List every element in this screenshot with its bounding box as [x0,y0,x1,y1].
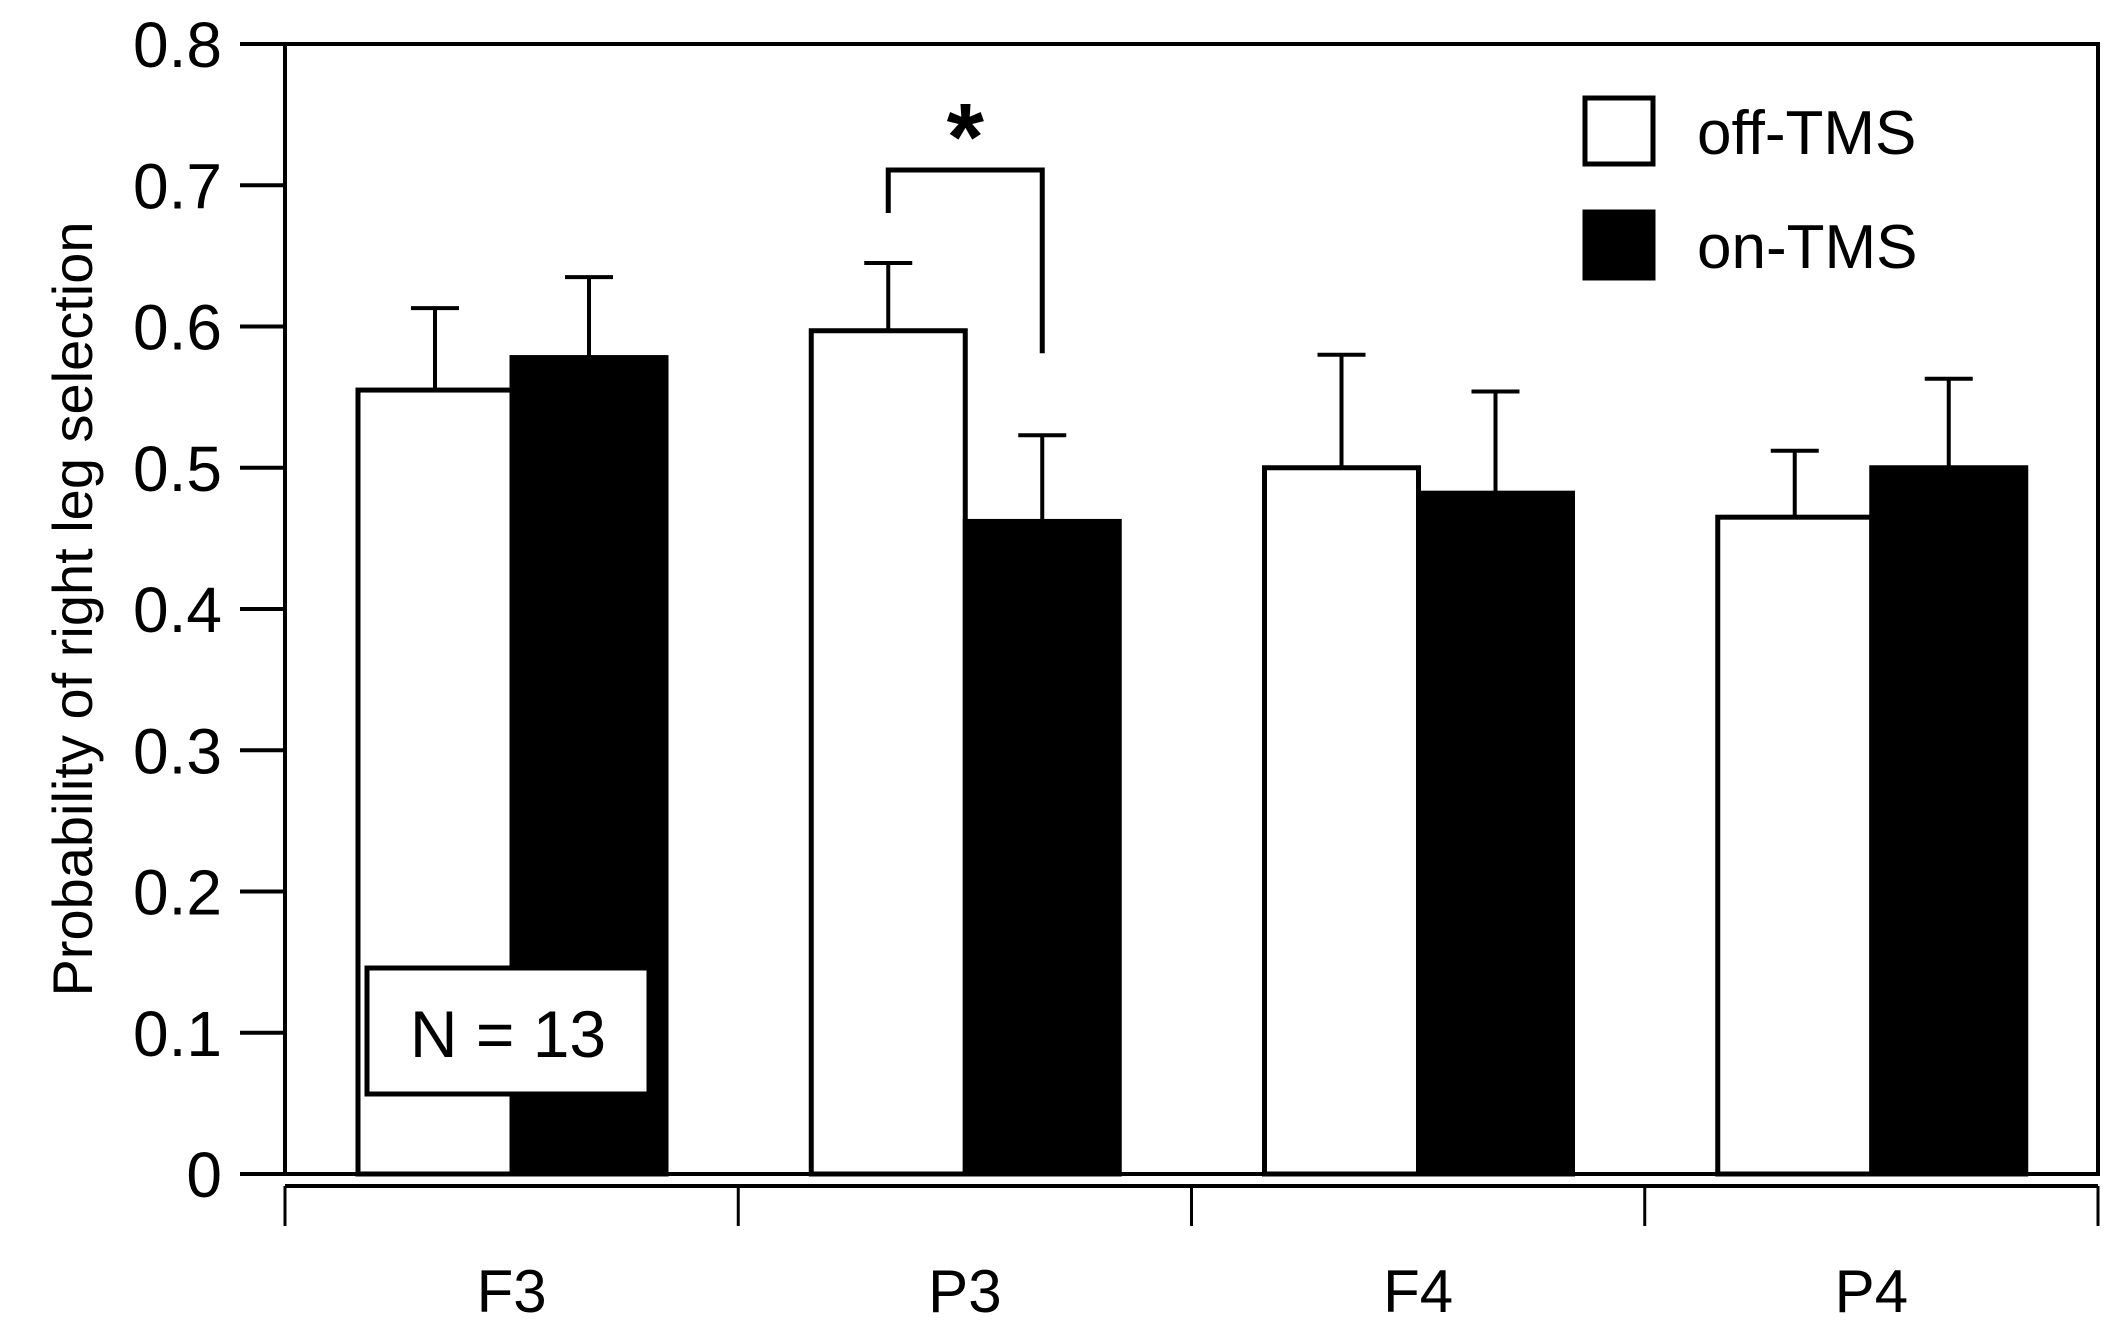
bar-on-tms [962,518,1122,1177]
bar-off-tms [1262,465,1421,1177]
y-tick-label: 0.3 [133,715,222,787]
x-tick-label: P4 [1835,1258,1908,1325]
legend-label-on-tms: on-TMS [1697,213,1917,282]
y-tick-label: 0.7 [133,150,222,222]
x-tick-label: F3 [477,1258,547,1325]
y-tick-label: 0.5 [133,433,222,505]
bar-off-tms [1715,514,1875,1177]
bar-on-tms [1416,490,1575,1177]
annotations: N = 13 * [364,84,1045,1097]
legend-swatch-off-tms [1582,95,1656,167]
x-axis: F3 P3 F4 P4 [283,1184,2100,1325]
y-tick-label: 0 [186,1139,222,1211]
error-bars [411,260,1973,522]
x-tick-label: F4 [1383,1258,1453,1325]
n-label-box [364,965,652,1097]
significance-bracket [885,167,1045,354]
n-label: N = 13 [410,997,606,1071]
legend-label-off-tms: off-TMS [1697,99,1916,168]
y-axis: 0 0.1 0.2 0.3 0.4 0.5 0.6 0.7 0.8 Probability of … [41,9,285,1211]
bars [355,328,2029,1177]
y-tick-label: 0.2 [133,857,222,929]
y-tick-label: 0.1 [133,998,222,1070]
bar-off-tms [808,328,968,1177]
significance-star: * [947,84,985,191]
y-axis-title: Probability of right leg selection [41,221,104,996]
y-tick-label: 0.4 [133,574,222,646]
y-tick-label: 0.8 [133,9,222,81]
legend-swatch-on-tms [1582,209,1656,281]
legend: off-TMS on-TMS [1582,95,1917,282]
y-tick-label: 0.6 [133,292,222,364]
x-tick-label: P3 [928,1258,1001,1325]
bar-on-tms [1869,465,2029,1177]
